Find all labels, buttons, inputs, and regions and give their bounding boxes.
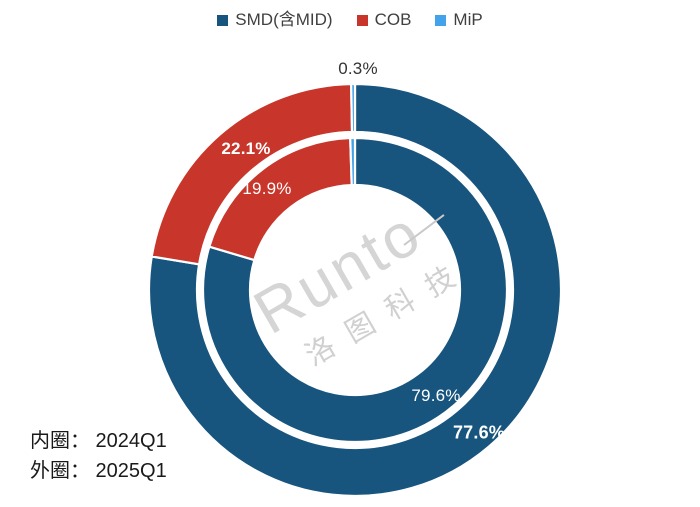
legend-label-cob: COB bbox=[374, 10, 412, 29]
legend-label-mip: MiP bbox=[453, 10, 483, 29]
inner-ring-note: 内圈： 2024Q1 bbox=[30, 430, 167, 452]
legend-label-smd: SMD(含MID) bbox=[235, 10, 333, 29]
legend-item-cob: COB bbox=[356, 10, 412, 30]
ring-legend-note: 内圈： 2024Q1 外圈： 2025Q1 bbox=[30, 426, 167, 486]
data-label-inner-cob: 19.9% bbox=[242, 179, 292, 198]
data-label-outer-cob: 22.1% bbox=[221, 139, 271, 158]
legend-swatch-mip-icon bbox=[435, 14, 447, 26]
legend: SMD(含MID) COB MiP bbox=[0, 10, 700, 30]
legend-item-mip: MiP bbox=[435, 10, 483, 30]
data-label-inner-smd: 79.6% bbox=[411, 386, 461, 405]
legend-swatch-cob-icon bbox=[356, 14, 368, 26]
data-label-outer-mip: 0.3% bbox=[338, 59, 378, 78]
outer-ring-note: 外圈： 2025Q1 bbox=[30, 460, 167, 482]
legend-item-smd: SMD(含MID) bbox=[217, 10, 333, 30]
data-label-outer-smd: 77.6% bbox=[452, 422, 506, 443]
legend-swatch-smd-icon bbox=[217, 14, 229, 26]
